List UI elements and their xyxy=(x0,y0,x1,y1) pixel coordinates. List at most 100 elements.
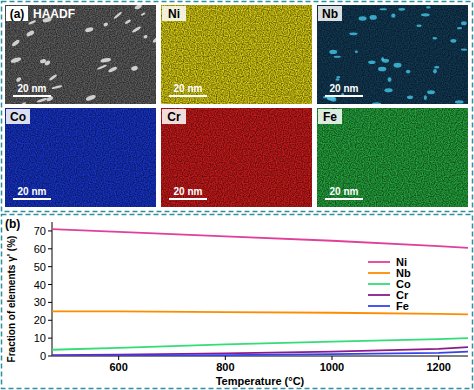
tile-label: Co xyxy=(10,110,26,124)
nb-cluster xyxy=(407,95,413,99)
tile-background xyxy=(317,5,468,104)
nb-cluster xyxy=(450,39,456,43)
tile-background xyxy=(317,108,468,207)
tile-label-box xyxy=(318,6,342,21)
legend: NiNbCoCrFe xyxy=(368,256,411,312)
precipitate xyxy=(103,22,109,27)
precipitate xyxy=(26,30,35,38)
x-tick xyxy=(118,356,119,360)
nb-cluster xyxy=(359,16,367,21)
legend-swatch xyxy=(368,283,390,285)
y-tick xyxy=(48,320,52,321)
image-tile xyxy=(317,5,468,104)
legend-swatch xyxy=(368,294,390,296)
nb-cluster xyxy=(382,59,389,63)
panel-label: (b) xyxy=(5,217,20,231)
x-tick-label: 1200 xyxy=(426,361,450,373)
nb-cluster xyxy=(349,32,358,35)
nb-cluster xyxy=(336,76,340,78)
tile-label-box xyxy=(318,109,342,124)
y-axis xyxy=(52,222,53,356)
tile-background xyxy=(5,108,156,207)
precipitate xyxy=(49,74,58,82)
x-tick xyxy=(225,356,226,360)
scale-bar-label: 20 nm xyxy=(330,186,359,197)
scale-bar xyxy=(13,95,51,97)
panel-b-border xyxy=(2,215,473,389)
nb-cluster xyxy=(334,56,341,58)
nb-cluster xyxy=(434,66,439,68)
image-tile xyxy=(5,5,156,104)
nb-cluster xyxy=(432,37,437,40)
panel-label: (a) xyxy=(10,7,25,21)
lines xyxy=(52,229,468,356)
precipitate xyxy=(51,85,62,90)
precipitate xyxy=(85,94,96,102)
nb-cluster xyxy=(336,78,340,81)
precipitate xyxy=(18,102,26,104)
precipitate xyxy=(143,35,148,40)
series-line xyxy=(52,338,468,350)
nb-cluster xyxy=(384,88,392,92)
image-tile xyxy=(161,108,312,207)
nb-cluster xyxy=(329,50,337,54)
x-tick-label: 800 xyxy=(216,361,234,373)
precipitate xyxy=(15,76,22,82)
figure: (a)HAADF20 nmNi20 nmNb20 nmCo20 nmCr20 n… xyxy=(0,0,474,390)
scale-bar xyxy=(169,198,207,200)
scale-bar xyxy=(325,95,363,97)
tile-label-box xyxy=(162,6,186,21)
series-line xyxy=(52,229,468,248)
y-tick xyxy=(48,266,52,267)
y-tick xyxy=(48,230,52,231)
tile-noise xyxy=(161,108,312,207)
y-tick xyxy=(48,248,52,249)
x-tick xyxy=(332,356,333,360)
nb-cluster xyxy=(421,13,430,16)
scale-bar-label: 20 nm xyxy=(330,83,359,94)
nb-cluster xyxy=(372,102,381,104)
x-axis-label: Temperature (°C) xyxy=(216,375,305,387)
tile-background xyxy=(5,5,156,104)
legend-swatch xyxy=(368,272,390,274)
y-tick-label: 70 xyxy=(34,225,46,237)
tile-label: Nb xyxy=(322,7,338,21)
y-tick xyxy=(48,284,52,285)
precipitate xyxy=(124,19,131,25)
nb-cluster xyxy=(461,49,467,51)
precipitate xyxy=(44,60,51,66)
y-tick xyxy=(48,338,52,339)
scale-bar xyxy=(169,95,207,97)
nb-cluster xyxy=(424,95,427,100)
nb-cluster xyxy=(433,69,437,74)
nb-cluster xyxy=(355,50,358,53)
scale-bar-label: 20 nm xyxy=(174,83,203,94)
precipitate xyxy=(85,27,94,33)
tile-label: Ni xyxy=(168,7,180,21)
nb-cluster xyxy=(368,60,375,64)
scale-bar-label: 20 nm xyxy=(18,83,47,94)
x-tick-label: 600 xyxy=(109,361,127,373)
image-tile xyxy=(5,108,156,207)
series-line xyxy=(52,347,468,355)
tile-noise xyxy=(5,5,156,104)
nb-cluster xyxy=(416,24,421,27)
precipitate xyxy=(131,66,139,72)
nb-cluster xyxy=(388,77,392,82)
legend-swatch xyxy=(368,261,390,263)
x-tick xyxy=(438,356,439,360)
y-tick-label: 60 xyxy=(34,243,46,255)
scale-bar xyxy=(13,198,51,200)
precipitate xyxy=(37,97,48,102)
y-tick xyxy=(48,302,52,303)
legend-label: Fe xyxy=(396,300,409,312)
precipitate xyxy=(152,36,156,44)
panel-label-box xyxy=(6,6,28,21)
image-tile xyxy=(317,108,468,207)
tile-noise xyxy=(317,5,468,104)
nb-cluster xyxy=(461,21,467,25)
image-tile xyxy=(161,5,312,104)
panel-a-border xyxy=(2,2,473,212)
nb-cluster xyxy=(393,63,401,68)
y-tick xyxy=(48,356,52,357)
